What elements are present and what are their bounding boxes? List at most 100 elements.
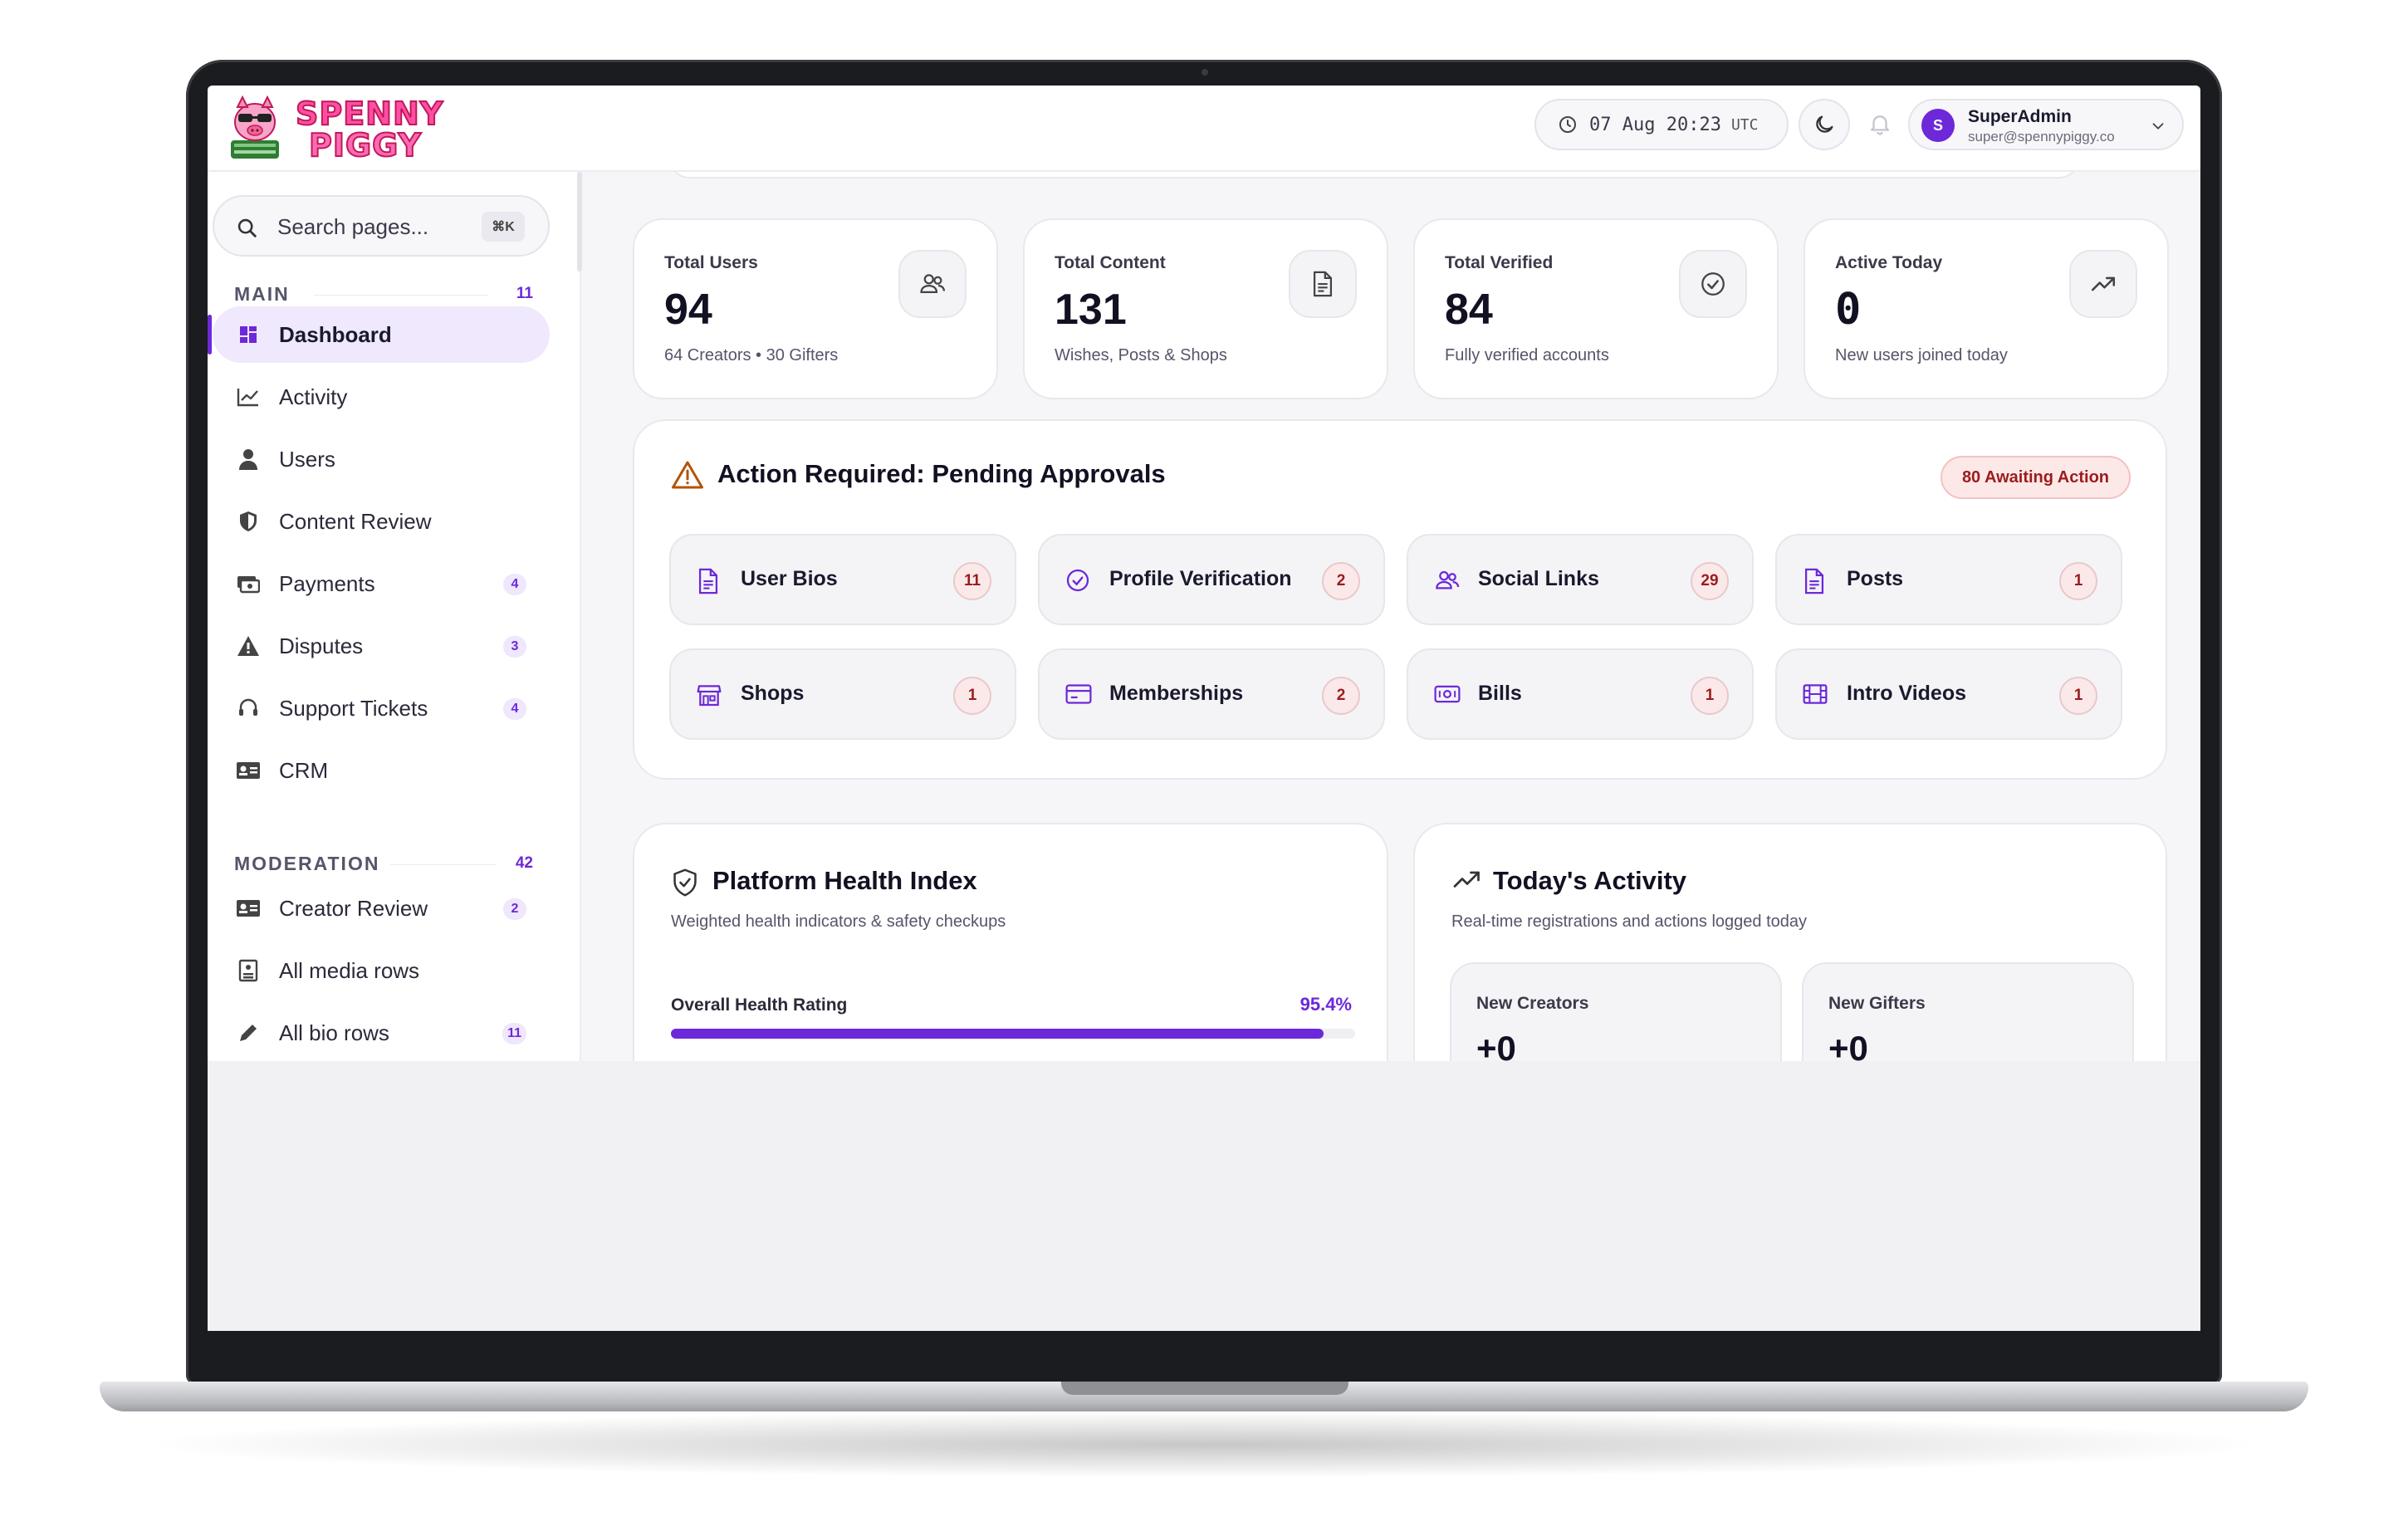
sidebar-item-label: Dashboard xyxy=(279,321,392,347)
stat-subtext: Fully verified accounts xyxy=(1445,346,1609,364)
search-input[interactable] xyxy=(277,212,485,242)
health-progress-fill xyxy=(671,1029,1324,1039)
clock-time: 07 Aug 20:23 xyxy=(1589,114,1721,135)
stat-label: Total Verified xyxy=(1445,253,1554,272)
sidebar-item-users[interactable]: Users xyxy=(213,431,550,487)
tile-label: Bills xyxy=(1478,682,1522,705)
warning-icon xyxy=(672,461,703,489)
tile-label: Intro Videos xyxy=(1847,682,1967,705)
approval-tile-intro-videos[interactable]: Intro Videos 1 xyxy=(1775,648,2122,740)
scrolled-card-edge xyxy=(669,172,2079,179)
stat-label: Active Today xyxy=(1835,253,1943,272)
approval-tile-memberships[interactable]: Memberships 2 xyxy=(1038,648,1385,740)
sidebar-item-label: Content Review xyxy=(279,508,432,534)
tile-label: Memberships xyxy=(1109,682,1244,705)
stat-subtext: New users joined today xyxy=(1835,346,2008,364)
stat-value: 131 xyxy=(1055,286,1127,334)
stat-card-total-content[interactable]: Total Content 131 Wishes, Posts & Shops xyxy=(1023,218,1388,399)
tile-count-badge: 1 xyxy=(1691,677,1729,715)
users-icon xyxy=(898,250,967,318)
count-badge: 11 xyxy=(502,1023,526,1044)
health-rating-label: Overall Health Rating xyxy=(671,995,848,1015)
sidebar-item-label: Activity xyxy=(279,384,348,409)
sidebar-item-activity[interactable]: Activity xyxy=(213,369,550,425)
id-card-icon xyxy=(234,894,262,922)
check-circle-icon xyxy=(1066,569,1089,592)
stat-subtext: Wishes, Posts & Shops xyxy=(1055,346,1227,364)
sidebar-item-payments[interactable]: Payments 4 xyxy=(213,555,550,612)
check-circle-icon xyxy=(1679,250,1747,318)
sidebar-item-label: All media rows xyxy=(279,957,420,983)
approval-tile-bills[interactable]: Bills 1 xyxy=(1407,648,1754,740)
brand-name-line1: SPENNY xyxy=(295,95,444,133)
section-moderation-count: 42 xyxy=(515,854,533,872)
activity-card-new-gifters[interactable]: New Gifters +0 xyxy=(1802,962,2134,1061)
panel-subtitle: Real-time registrations and actions logg… xyxy=(1451,912,1808,931)
tile-label: Profile Verification xyxy=(1109,567,1292,590)
approval-tile-shops[interactable]: Shops 1 xyxy=(669,648,1016,740)
stat-card-active-today[interactable]: Active Today 0 New users joined today xyxy=(1804,218,2169,399)
store-icon xyxy=(697,685,722,707)
pencil-icon xyxy=(234,1019,262,1047)
section-main-count: 11 xyxy=(516,285,533,302)
tile-label: Posts xyxy=(1847,567,1904,590)
sidebar-item-label: Support Tickets xyxy=(279,695,428,721)
user-name: SuperAdmin xyxy=(1968,107,2072,126)
stat-value: 84 xyxy=(1445,286,1493,334)
trending-up-icon xyxy=(2069,250,2137,318)
notifications-button[interactable] xyxy=(1863,107,1897,140)
sidebar-item-disputes[interactable]: Disputes 3 xyxy=(213,618,550,674)
sidebar-item-dashboard[interactable]: Dashboard xyxy=(208,306,550,363)
bill-icon xyxy=(1434,685,1461,703)
sidebar-item-all-bio-rows[interactable]: All bio rows 11 xyxy=(213,1005,550,1061)
user-menu[interactable]: S SuperAdmin super@spennypiggy.co xyxy=(1908,99,2184,150)
search-box[interactable]: ⌘K xyxy=(213,195,550,257)
section-moderation: MODERATION 42 xyxy=(234,853,533,878)
camera-icon xyxy=(1202,69,1208,76)
sidebar-scrollbar[interactable] xyxy=(577,172,582,271)
brand-logo[interactable]: SPENNY PIGGY xyxy=(226,94,444,164)
headset-icon xyxy=(234,694,262,722)
sidebar-item-crm[interactable]: CRM xyxy=(213,742,550,799)
sidebar-item-label: CRM xyxy=(279,757,329,783)
approvals-title: Action Required: Pending Approvals xyxy=(717,459,1166,488)
tile-count-badge: 1 xyxy=(953,677,991,715)
tile-label: User Bios xyxy=(741,567,838,590)
approval-tile-profile-verification[interactable]: Profile Verification 2 xyxy=(1038,534,1385,625)
theme-toggle-button[interactable] xyxy=(1799,99,1850,150)
sidebar-item-support-tickets[interactable]: Support Tickets 4 xyxy=(213,680,550,736)
pending-approvals-panel: Action Required: Pending Approvals 80 Aw… xyxy=(633,419,2167,780)
approval-tile-user-bios[interactable]: User Bios 11 xyxy=(669,534,1016,625)
tile-count-badge: 1 xyxy=(2059,562,2097,600)
approval-tile-posts[interactable]: Posts 1 xyxy=(1775,534,2122,625)
sidebar-item-label: Users xyxy=(279,446,335,472)
laptop-shadow xyxy=(133,1411,2275,1478)
sidebar-item-label: All bio rows xyxy=(279,1020,389,1045)
chart-line-icon xyxy=(234,383,262,411)
panel-subtitle: Weighted health indicators & safety chec… xyxy=(671,912,1006,931)
screen: SPENNY PIGGY 07 Aug 20:23 UTC xyxy=(208,86,2200,1331)
approval-tile-social-links[interactable]: Social Links 29 xyxy=(1407,534,1754,625)
user-email: super@spennypiggy.co xyxy=(1968,129,2115,144)
tile-count-badge: 2 xyxy=(1322,562,1360,600)
brand-name-line2: PIGGY xyxy=(308,126,423,164)
stat-card-total-users[interactable]: Total Users 94 64 Creators • 30 Gifters xyxy=(633,218,998,399)
grid-icon xyxy=(234,320,262,349)
section-divider xyxy=(314,295,488,296)
activity-card-value: +0 xyxy=(1476,1029,1516,1061)
sidebar-item-all-media-rows[interactable]: All media rows xyxy=(213,942,550,999)
sidebar-item-label: Payments xyxy=(279,570,375,596)
bell-icon xyxy=(1870,115,1890,135)
stat-value: 94 xyxy=(664,286,712,334)
count-badge: 2 xyxy=(503,898,526,920)
sidebar: ⌘K MAIN 11 Dashboard Activity xyxy=(208,172,581,1061)
laptop-notch xyxy=(1061,1382,1348,1395)
section-divider xyxy=(390,864,497,865)
tile-count-badge: 1 xyxy=(2059,677,2097,715)
stat-card-total-verified[interactable]: Total Verified 84 Fully verified account… xyxy=(1413,218,1779,399)
document-icon xyxy=(1804,568,1824,594)
sidebar-item-creator-review[interactable]: Creator Review 2 xyxy=(213,880,550,937)
sidebar-item-content-review[interactable]: Content Review xyxy=(213,493,550,550)
activity-card-label: New Creators xyxy=(1476,994,1589,1013)
activity-card-new-creators[interactable]: New Creators +0 xyxy=(1450,962,1782,1061)
